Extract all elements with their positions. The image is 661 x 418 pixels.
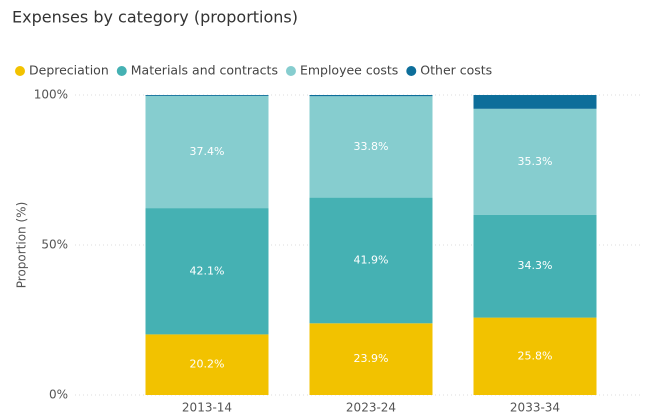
value-label: 33.8%: [354, 140, 389, 153]
legend-dot: [406, 66, 417, 76]
bar-segment: [145, 95, 269, 96]
bar-segment: [473, 317, 597, 395]
y-tick-label: 50%: [41, 238, 68, 252]
y-tick-label: 0%: [49, 388, 68, 402]
bar-segment: [145, 95, 269, 209]
legend-dot: [285, 66, 296, 76]
value-label: 42.1%: [190, 264, 225, 277]
chart-title: Expenses by category (proportions): [12, 8, 298, 27]
value-label: 20.2%: [190, 358, 225, 371]
bar-segment: [473, 108, 597, 215]
bar-segment: [145, 334, 269, 395]
value-label: 41.9%: [354, 253, 389, 266]
bar-segment: [473, 95, 597, 109]
bar-segment: [309, 197, 433, 324]
bar-segment: [309, 323, 433, 395]
legend-dot: [15, 66, 25, 76]
bar-segment: [309, 96, 433, 198]
x-tick-label: 2023-24: [346, 401, 396, 415]
legend-label: Other costs: [420, 63, 492, 78]
x-tick-label: 2033-34: [510, 401, 560, 415]
value-label: 37.4%: [190, 145, 225, 158]
x-tick-label: 2013-14: [182, 401, 232, 415]
bar-segment: [473, 214, 597, 318]
y-tick-label: 100%: [34, 88, 68, 102]
y-axis-label: Proportion (%): [15, 202, 29, 289]
legend-label: Depreciation: [29, 63, 109, 78]
value-label: 35.3%: [518, 155, 553, 168]
bar-segment: [145, 208, 269, 335]
legend-label: Employee costs: [300, 63, 398, 78]
value-label: 34.3%: [518, 259, 553, 272]
value-label: 25.8%: [518, 349, 553, 362]
value-label: 23.9%: [354, 352, 389, 365]
bar-segment: [309, 95, 433, 97]
legend-label: Materials and contracts: [131, 63, 278, 78]
legend-dot: [116, 66, 127, 76]
